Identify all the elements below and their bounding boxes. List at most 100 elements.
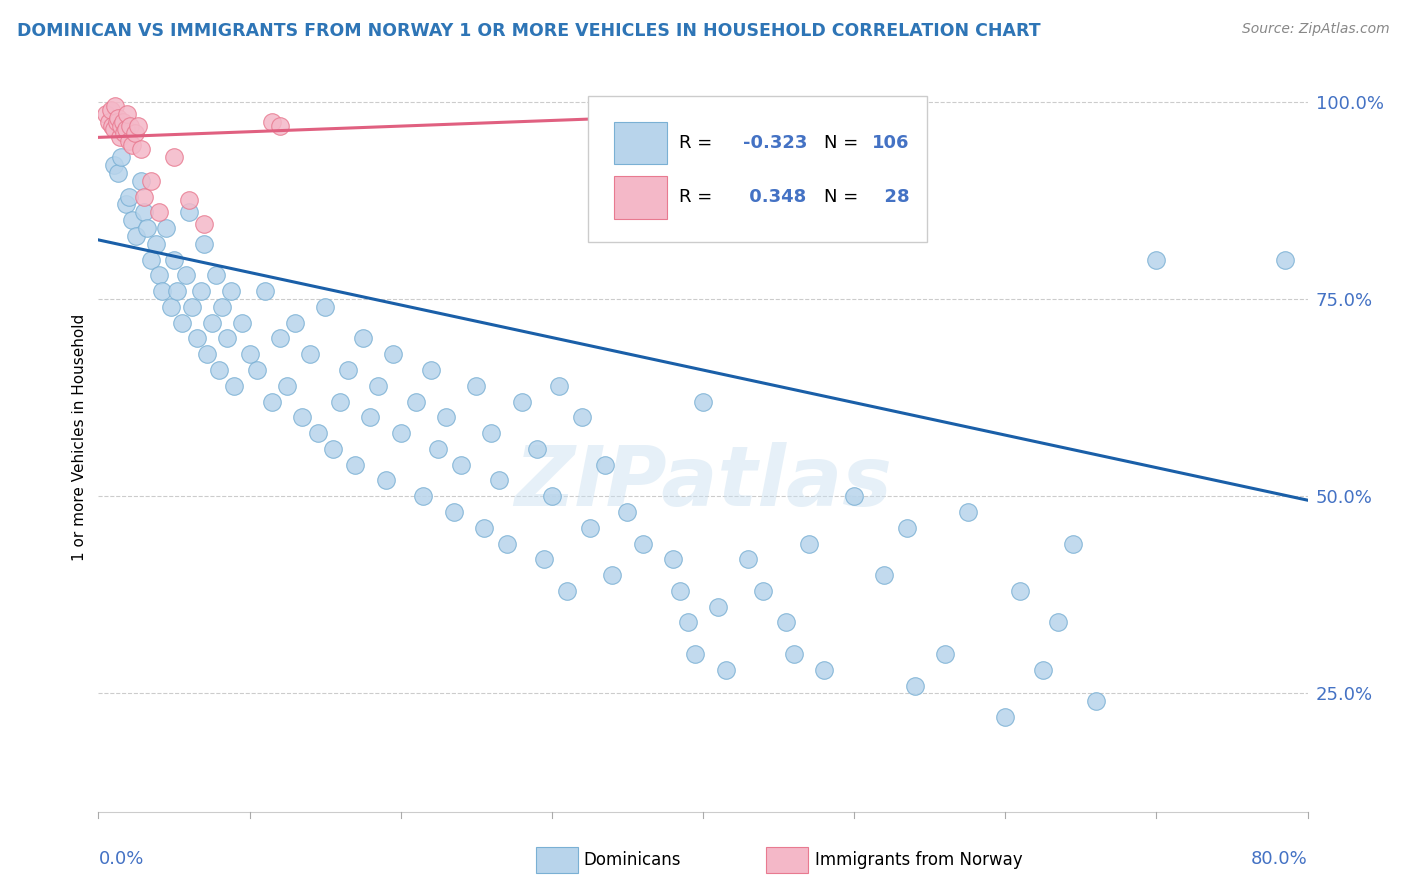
Point — [533, 552, 555, 566]
Y-axis label: 1 or more Vehicles in Household: 1 or more Vehicles in Household — [72, 313, 87, 561]
Point — [174, 268, 197, 283]
Point — [239, 347, 262, 361]
Point — [593, 458, 616, 472]
Point — [571, 410, 593, 425]
Point — [360, 410, 382, 425]
Point — [269, 119, 291, 133]
Point — [488, 474, 510, 488]
Point — [118, 134, 141, 148]
Point — [110, 119, 132, 133]
Point — [141, 252, 163, 267]
Point — [1032, 663, 1054, 677]
Point — [163, 252, 186, 267]
Text: DOMINICAN VS IMMIGRANTS FROM NORWAY 1 OR MORE VEHICLES IN HOUSEHOLD CORRELATION : DOMINICAN VS IMMIGRANTS FROM NORWAY 1 OR… — [17, 22, 1040, 40]
Point — [155, 221, 177, 235]
Point — [150, 284, 173, 298]
FancyBboxPatch shape — [613, 121, 666, 164]
Point — [145, 236, 167, 251]
Point — [284, 316, 307, 330]
Point — [329, 394, 352, 409]
Point — [108, 130, 131, 145]
Point — [121, 138, 143, 153]
Text: -0.323: -0.323 — [742, 134, 807, 152]
Point — [367, 379, 389, 393]
Point — [181, 300, 204, 314]
Point — [112, 127, 135, 141]
Point — [1062, 536, 1084, 550]
Text: N =: N = — [824, 134, 863, 152]
Point — [179, 194, 201, 208]
Point — [405, 394, 427, 409]
Point — [269, 331, 291, 345]
Point — [844, 489, 866, 503]
Point — [737, 552, 759, 566]
Text: ZIPatlas: ZIPatlas — [515, 442, 891, 523]
Point — [129, 174, 152, 188]
Text: N =: N = — [824, 188, 863, 206]
Point — [314, 300, 336, 314]
Point — [291, 410, 314, 425]
Point — [111, 114, 134, 128]
Point — [124, 127, 146, 141]
Point — [100, 103, 122, 117]
Point — [262, 394, 284, 409]
Text: 0.0%: 0.0% — [98, 849, 143, 868]
Point — [148, 268, 170, 283]
Point — [510, 394, 533, 409]
Point — [1010, 583, 1032, 598]
Point — [201, 316, 224, 330]
Text: 28: 28 — [872, 188, 910, 206]
Point — [190, 284, 212, 298]
Point — [352, 331, 374, 345]
Point — [141, 174, 163, 188]
Point — [555, 583, 578, 598]
FancyBboxPatch shape — [613, 177, 666, 219]
Point — [114, 197, 136, 211]
Point — [783, 647, 806, 661]
Text: Source: ZipAtlas.com: Source: ZipAtlas.com — [1241, 22, 1389, 37]
Point — [114, 122, 136, 136]
Point — [578, 521, 600, 535]
Point — [602, 568, 624, 582]
Point — [129, 142, 152, 156]
Point — [526, 442, 548, 456]
Point — [382, 347, 405, 361]
Point — [707, 599, 730, 614]
Point — [101, 119, 124, 133]
Point — [262, 114, 284, 128]
Text: 106: 106 — [872, 134, 910, 152]
Point — [186, 331, 208, 345]
Point — [224, 379, 246, 393]
Point — [420, 363, 443, 377]
Point — [676, 615, 699, 630]
Point — [956, 505, 979, 519]
Point — [1274, 252, 1296, 267]
Text: Dominicans: Dominicans — [583, 851, 681, 869]
Point — [896, 521, 918, 535]
Point — [434, 410, 457, 425]
Point — [107, 166, 129, 180]
Point — [110, 150, 132, 164]
Point — [208, 363, 231, 377]
Point — [163, 150, 186, 164]
Text: 0.348: 0.348 — [742, 188, 806, 206]
Point — [179, 205, 201, 219]
Point — [107, 111, 129, 125]
Point — [132, 189, 155, 203]
Point — [934, 647, 956, 661]
Point — [211, 300, 233, 314]
Point — [797, 536, 820, 550]
Point — [132, 205, 155, 219]
Point — [276, 379, 298, 393]
Point — [215, 331, 238, 345]
Point — [195, 347, 218, 361]
Point — [669, 583, 692, 598]
Point — [1144, 252, 1167, 267]
Point — [127, 119, 149, 133]
Point — [443, 505, 465, 519]
Point — [170, 316, 193, 330]
Text: R =: R = — [679, 134, 718, 152]
Point — [344, 458, 367, 472]
Point — [120, 119, 142, 133]
Point — [389, 426, 412, 441]
